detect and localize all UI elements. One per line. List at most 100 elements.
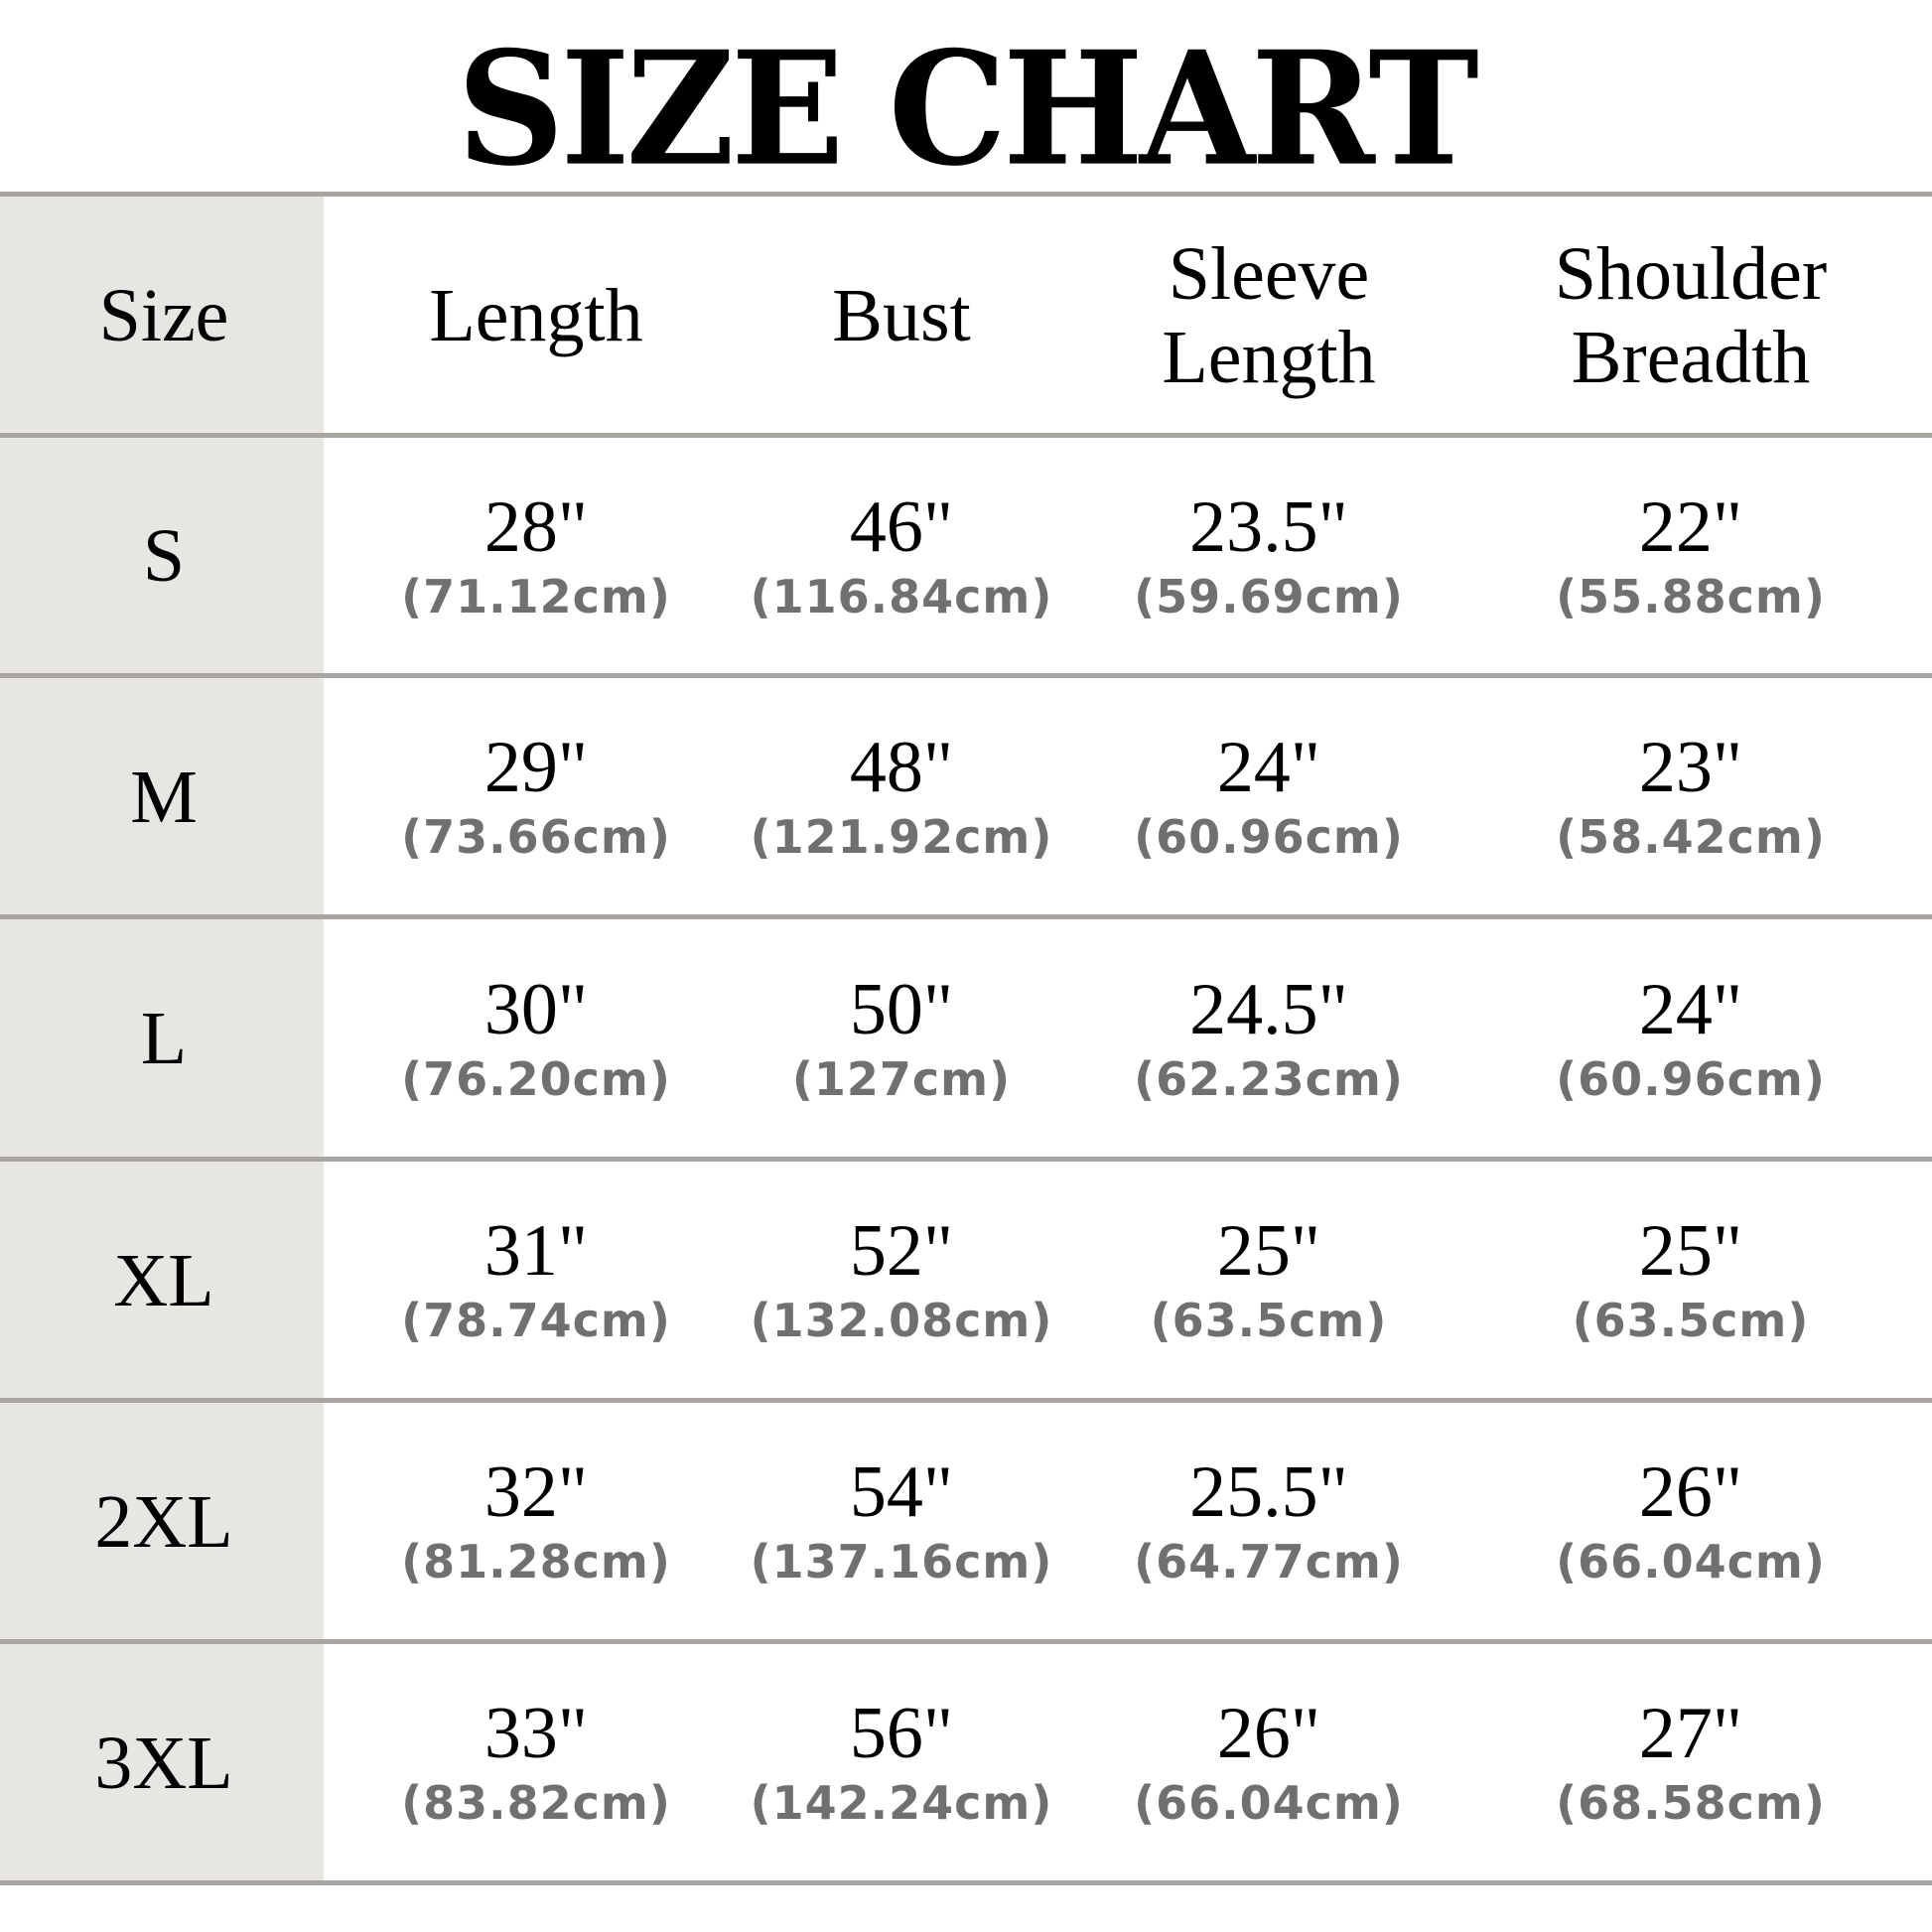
measurement-cell: 29" (73.66cm): [328, 678, 745, 916]
column-header-text: Length: [429, 274, 643, 357]
column-header: Length: [328, 197, 745, 435]
inch-value: 26": [1216, 1693, 1321, 1774]
row-divider: [0, 1398, 1932, 1403]
cm-value: (55.88cm): [1556, 569, 1826, 623]
row-divider: [0, 914, 1932, 919]
inch-value: 50": [849, 968, 954, 1050]
size-label: 2XL: [94, 1479, 233, 1564]
cm-value: (137.16cm): [750, 1535, 1053, 1588]
cm-value: (60.96cm): [1134, 810, 1404, 864]
column-header-text: Length: [1162, 316, 1376, 399]
row-divider: [0, 433, 1932, 438]
column-header-text: Size: [98, 274, 229, 357]
inch-value: 27": [1638, 1693, 1743, 1774]
size-label: M: [130, 755, 198, 839]
inch-value: 25": [1638, 1210, 1743, 1292]
measurement-cell: 31" (78.74cm): [328, 1162, 745, 1400]
column-header: Size: [2, 197, 326, 435]
cm-value: (83.82cm): [401, 1776, 671, 1830]
cm-value: (60.96cm): [1556, 1051, 1826, 1106]
inch-value: 28": [483, 485, 589, 568]
measurement-cell: 33" (83.82cm): [328, 1644, 745, 1882]
column-header-text: Bust: [832, 274, 971, 357]
inch-value: 25": [1216, 1210, 1321, 1292]
measurement-cell: 24" (60.96cm): [1080, 678, 1457, 916]
inch-value: 24": [1216, 727, 1321, 808]
inch-value: 22": [1638, 485, 1743, 568]
column-header: Shoulder Breadth: [1472, 197, 1909, 435]
measurement-cell: 25" (63.5cm): [1472, 1162, 1909, 1400]
inch-value: 29": [483, 727, 589, 808]
cm-value: (63.5cm): [1150, 1294, 1388, 1347]
cm-value: (142.24cm): [750, 1776, 1053, 1830]
size-label-cell: XL: [2, 1162, 326, 1400]
size-label: S: [142, 514, 186, 598]
cm-value: (73.66cm): [401, 810, 671, 864]
inch-value: 54": [849, 1451, 954, 1533]
measurement-cell: 28" (71.12cm): [328, 438, 745, 675]
inch-value: 25.5": [1189, 1451, 1348, 1533]
cm-value: (58.42cm): [1556, 810, 1826, 864]
measurement-cell: 50" (127cm): [723, 919, 1080, 1159]
cm-value: (116.84cm): [750, 569, 1053, 623]
inch-value: 48": [849, 727, 954, 808]
measurement-cell: 52" (132.08cm): [723, 1162, 1080, 1400]
measurement-cell: 25.5" (64.77cm): [1080, 1403, 1457, 1641]
inch-value: 30": [483, 968, 589, 1050]
cm-value: (127cm): [791, 1051, 1012, 1106]
measurement-cell: 24.5" (62.23cm): [1080, 919, 1457, 1159]
size-label: 3XL: [94, 1721, 233, 1805]
page-title: SIZE CHART: [457, 17, 1479, 202]
row-divider: [0, 1880, 1932, 1885]
cm-value: (59.69cm): [1134, 569, 1404, 623]
measurement-cell: 46" (116.84cm): [723, 438, 1080, 675]
size-label-cell: S: [2, 438, 326, 675]
size-label-cell: L: [2, 919, 326, 1159]
row-divider: [0, 1639, 1932, 1644]
measurement-cell: 30" (76.20cm): [328, 919, 745, 1159]
inch-value: 32": [483, 1451, 589, 1533]
inch-value: 52": [849, 1210, 954, 1292]
column-header-text: Shoulder: [1554, 232, 1828, 316]
size-label-cell: 2XL: [2, 1403, 326, 1641]
size-label: L: [140, 997, 188, 1080]
cm-value: (81.28cm): [401, 1535, 671, 1588]
inch-value: 56": [849, 1693, 954, 1774]
cm-value: (68.58cm): [1556, 1776, 1826, 1830]
row-divider: [0, 673, 1932, 678]
measurement-cell: 26" (66.04cm): [1472, 1403, 1909, 1641]
inch-value: 24": [1638, 968, 1743, 1050]
column-header-text: Breadth: [1571, 316, 1811, 399]
inch-value: 26": [1638, 1451, 1743, 1533]
measurement-cell: 32" (81.28cm): [328, 1403, 745, 1641]
measurement-cell: 48" (121.92cm): [723, 678, 1080, 916]
column-header: Sleeve Length: [1080, 197, 1457, 435]
cm-value: (63.5cm): [1572, 1294, 1810, 1347]
inch-value: 23.5": [1189, 485, 1348, 568]
cm-value: (64.77cm): [1134, 1535, 1404, 1588]
cm-value: (66.04cm): [1556, 1535, 1826, 1588]
inch-value: 33": [483, 1693, 589, 1774]
column-header-text: Sleeve: [1168, 232, 1370, 316]
measurement-cell: 23" (58.42cm): [1472, 678, 1909, 916]
measurement-cell: 23.5" (59.69cm): [1080, 438, 1457, 675]
cm-value: (76.20cm): [401, 1051, 671, 1106]
column-header: Bust: [723, 197, 1080, 435]
cm-value: (132.08cm): [750, 1294, 1053, 1347]
row-divider: [0, 192, 1932, 197]
inch-value: 24.5": [1189, 968, 1348, 1050]
measurement-cell: 26" (66.04cm): [1080, 1644, 1457, 1882]
size-label-cell: 3XL: [2, 1644, 326, 1882]
inch-value: 31": [483, 1210, 589, 1292]
inch-value: 46": [849, 485, 954, 568]
size-label: XL: [113, 1238, 214, 1322]
measurement-cell: 24" (60.96cm): [1472, 919, 1909, 1159]
cm-value: (121.92cm): [750, 810, 1053, 864]
measurement-cell: 27" (68.58cm): [1472, 1644, 1909, 1882]
cm-value: (66.04cm): [1134, 1776, 1404, 1830]
cm-value: (71.12cm): [401, 569, 671, 623]
size-label-cell: M: [2, 678, 326, 916]
cm-value: (62.23cm): [1134, 1051, 1404, 1106]
cm-value: (78.74cm): [401, 1294, 671, 1347]
